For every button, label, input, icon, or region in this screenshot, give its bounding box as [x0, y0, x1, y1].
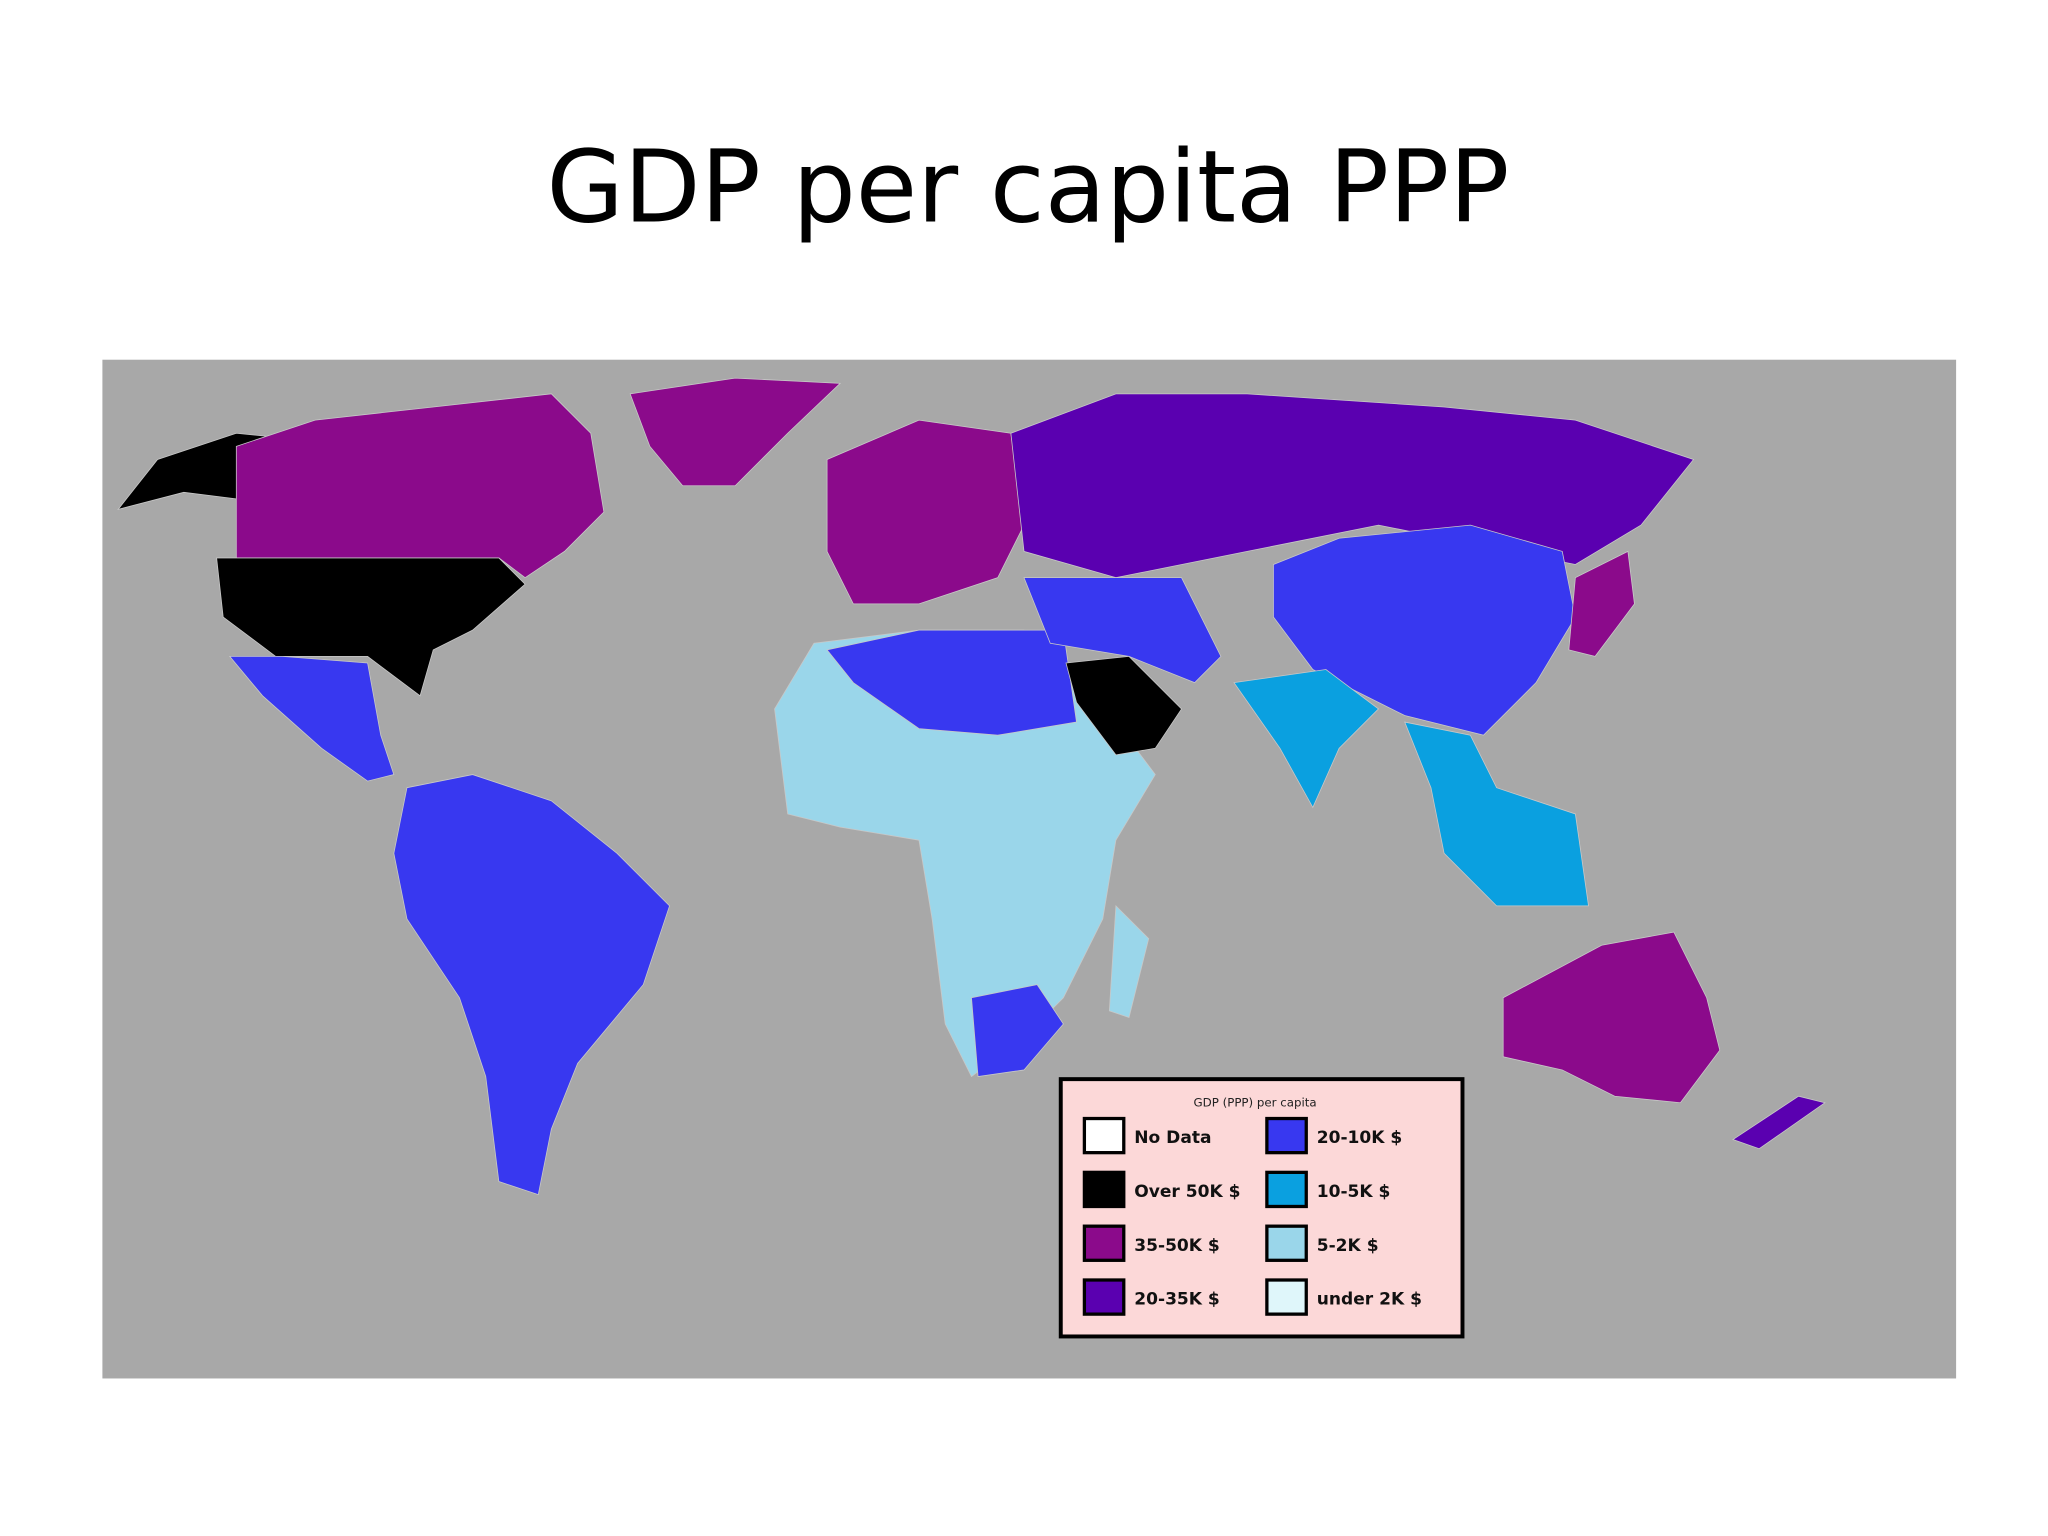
world-map: [117, 377, 1826, 1196]
legend-swatch: [1082, 1278, 1126, 1316]
greenland: [629, 377, 842, 487]
legend-swatch: [1265, 1278, 1308, 1316]
india: [1233, 669, 1380, 809]
legend-swatch: [1082, 1116, 1126, 1155]
legend-items: No Data Over 50K $ 35-50K $ 20-35K $ 20-10K …: [1082, 1116, 1422, 1316]
legend-label: 5-2K $: [1317, 1236, 1379, 1256]
russia: [1010, 393, 1695, 579]
legend-label: 20-35K $: [1134, 1290, 1220, 1310]
legend-label: No Data: [1134, 1128, 1211, 1148]
legend-label: Over 50K $: [1134, 1182, 1240, 1202]
australia: [1502, 931, 1721, 1104]
legend-swatch: [1082, 1170, 1126, 1209]
europe: [826, 419, 1025, 605]
legend-box: [1058, 1077, 1465, 1339]
legend-label: under 2K $: [1317, 1290, 1422, 1310]
legend-label: 10-5K $: [1317, 1182, 1391, 1202]
south-america: [393, 774, 670, 1196]
madagascar: [1108, 904, 1150, 1018]
southeast-asia: [1404, 721, 1589, 907]
china: [1273, 524, 1576, 736]
legend-swatch: [1265, 1170, 1308, 1209]
arabia: [1065, 655, 1183, 756]
legend-label: 20-10K $: [1317, 1128, 1403, 1148]
usa: [216, 557, 526, 697]
slide-title: GDP per capita PPP: [546, 129, 1509, 246]
legend-swatch: [1265, 1224, 1308, 1262]
south-africa: [971, 984, 1064, 1077]
legend-title: GDP (PPP) per capita: [1194, 1095, 1317, 1109]
central-asia: [1023, 577, 1222, 684]
legend-swatch: [1265, 1116, 1308, 1155]
central-america: [228, 656, 395, 782]
legend-label: 35-50K $: [1134, 1236, 1220, 1256]
north-africa: [826, 629, 1077, 736]
japan: [1568, 550, 1635, 657]
legend-swatch: [1082, 1224, 1126, 1262]
new-zealand: [1732, 1095, 1826, 1150]
